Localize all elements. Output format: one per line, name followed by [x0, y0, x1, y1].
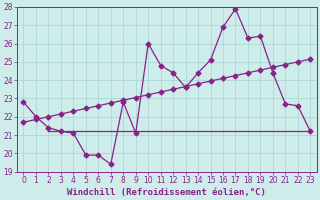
X-axis label: Windchill (Refroidissement éolien,°C): Windchill (Refroidissement éolien,°C): [68, 188, 266, 197]
